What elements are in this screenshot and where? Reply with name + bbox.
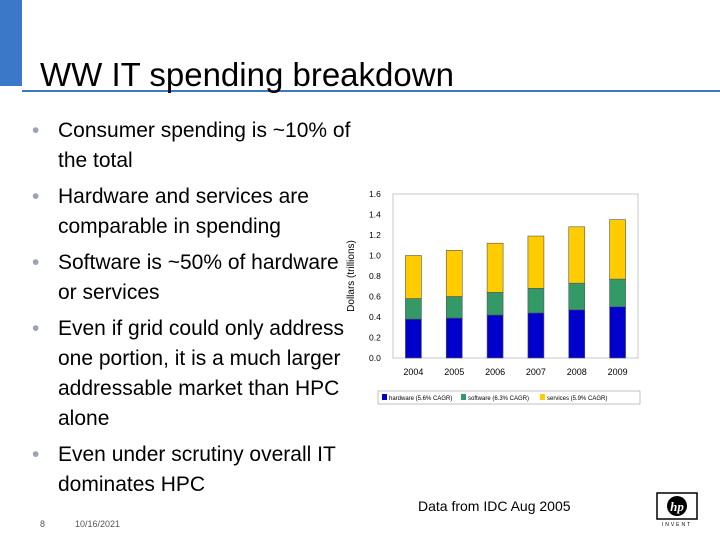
legend-swatch [461,394,466,400]
bar-segment-0 [445,317,463,359]
bar-segment-2 [609,219,626,280]
bar-segment-1 [405,298,422,320]
bar-segment-2 [405,255,422,299]
left-margin [0,0,22,540]
bar-segment-1 [568,282,586,311]
bar-segment-0 [568,309,586,359]
footer-date: 10/16/2021 [75,519,121,529]
bar-segment-1 [609,278,626,308]
bar-segment-0 [405,318,422,359]
y-tick-label: 0.2 [369,333,381,343]
y-tick-label: 0.8 [369,271,381,281]
x-tick-label: 2005 [444,367,464,377]
bar-segment-1 [486,292,504,316]
bullet-text: Even if grid could only address one port… [58,317,344,430]
bar-segment-2 [445,250,463,297]
bullet-item: • Even if grid could only address one por… [32,314,362,434]
bullet-list: • Consumer spending is ~10% of the total … [32,116,362,506]
bar-segment-0 [527,312,545,359]
legend-swatch [540,394,545,400]
y-tick-label: 0.4 [369,312,381,322]
y-tick-label: 1.2 [369,230,381,240]
bar-segment-0 [609,306,626,359]
title-underline [22,90,720,92]
bullet-glyph: • [32,317,40,340]
slide-title: WW IT spending breakdown [40,56,454,93]
stacked-bar-chart: Dollars (trillions) 0.0 0.2 0.4 0.6 0.8 1.0 1.2… [346,189,641,405]
plot-area [392,193,639,359]
bullet-text: Software is ~50% of hardware or services [58,251,339,304]
bar-segment-1 [445,296,463,319]
source-note: Data from IDC Aug 2005 [418,498,571,514]
title-accent-bar [0,0,22,86]
bar-segment-2 [486,242,504,293]
y-axis-label: Dollars (trillions) [346,240,357,312]
legend-label: software (6.3% CAGR) [468,396,529,402]
x-tick-label: 2008 [567,367,587,377]
bullet-item: • Software is ~50% of hardware or service… [32,248,362,308]
bullet-item: • Consumer spending is ~10% of the total [32,116,362,176]
bullet-text: Hardware and services are comparable in … [58,185,309,238]
bullet-item: • Even under scrutiny overall IT dominate… [32,440,362,500]
y-tick-label: 0.0 [369,353,381,363]
y-tick-label: 0.6 [369,292,381,302]
x-tick-label: 2004 [403,367,423,377]
bullet-text: Even under scrutiny overall IT dominates… [58,443,336,496]
bullet-glyph: • [32,119,40,142]
bullet-glyph: • [32,185,40,208]
hp-logo: hp INVENT [656,492,698,528]
y-tick-label: 1.4 [369,210,381,220]
logo-subtext: INVENT [662,522,692,528]
y-tick-label: 1.6 [369,189,381,199]
bar-segment-2 [527,235,545,289]
bullet-text: Consumer spending is ~10% of the total [58,119,351,172]
bar-segment-1 [527,288,545,314]
legend-box [377,390,641,405]
logo-text: hp [670,499,684,514]
page-number: 8 [40,519,46,529]
x-tick-label: 2007 [526,367,546,377]
bar-segment-0 [486,314,504,359]
y-tick-label: 1.0 [369,251,381,261]
legend-label: services (5.9% CAGR) [547,396,607,402]
x-tick-label: 2006 [485,367,505,377]
legend-swatch [382,394,387,400]
x-tick-label: 2009 [608,367,628,377]
bullet-glyph: • [32,443,40,466]
legend-label: hardware (5.6% CAGR) [389,396,452,402]
bar-segment-2 [568,226,586,284]
bullet-item: • Hardware and services are comparable in… [32,182,362,242]
bullet-glyph: • [32,251,40,274]
logo-circle [667,496,687,516]
